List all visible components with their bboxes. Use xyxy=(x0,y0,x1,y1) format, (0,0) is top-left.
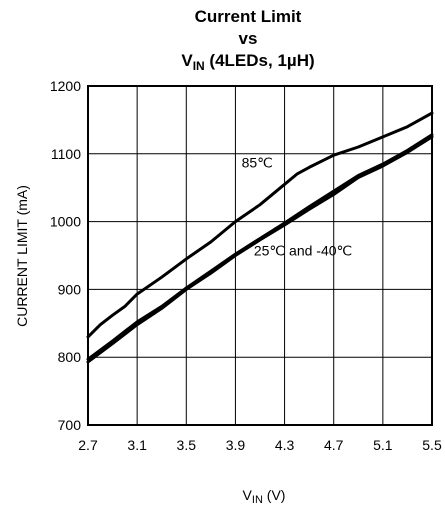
x-tick-label: 3.5 xyxy=(177,437,197,453)
y-tick-label: 1100 xyxy=(51,146,81,162)
y-tick-label: 700 xyxy=(58,417,82,433)
annotation-label: 25℃ and -40℃ xyxy=(254,243,352,259)
title-line-2: vs xyxy=(239,29,258,48)
series-line--40 xyxy=(86,135,434,364)
x-tick-labels: 2.7 3.1 3.5 3.9 4.3 4.7 5.1 5.5 xyxy=(78,437,442,453)
plot-frame xyxy=(87,85,433,426)
x-axis-label-subscript: IN xyxy=(252,494,263,506)
x-tick-label: 5.1 xyxy=(373,437,393,453)
x-tick-label: 3.1 xyxy=(127,437,147,453)
annotations: 85℃ 25℃ and -40℃ xyxy=(242,154,353,258)
series-line-85 xyxy=(86,111,434,339)
x-tick-label: 5.5 xyxy=(422,437,442,453)
annotation-label: 85℃ xyxy=(242,154,273,170)
y-tick-labels: 700 800 900 1000 1100 1200 xyxy=(50,78,81,433)
title-line-3: VIN (4LEDs, 1µH) xyxy=(181,51,314,73)
y-tick-label: 800 xyxy=(58,349,82,365)
y-tick-label: 1200 xyxy=(50,78,81,94)
x-tick-label: 3.9 xyxy=(226,437,246,453)
gridlines xyxy=(88,86,432,425)
title-line-1: Current Limit xyxy=(195,7,302,26)
x-axis-label-v: V xyxy=(243,487,253,503)
x-axis-label: VIN (V) xyxy=(243,487,286,506)
title-v: V xyxy=(181,51,193,70)
x-tick-label: 4.7 xyxy=(324,437,344,453)
y-axis-label: CURRENT LIMIT (mA) xyxy=(14,185,30,327)
y-tick-label: 1000 xyxy=(50,214,81,230)
x-axis-label-rest: (V) xyxy=(263,487,286,503)
series-group xyxy=(86,111,434,364)
y-tick-label: 900 xyxy=(58,281,82,297)
title-rest: (4LEDs, 1µH) xyxy=(205,51,315,70)
x-tick-label: 2.7 xyxy=(78,437,98,453)
x-tick-label: 4.3 xyxy=(275,437,295,453)
title-v-subscript: IN xyxy=(193,59,205,73)
chart-title: Current Limit vs VIN (4LEDs, 1µH) xyxy=(181,7,314,73)
